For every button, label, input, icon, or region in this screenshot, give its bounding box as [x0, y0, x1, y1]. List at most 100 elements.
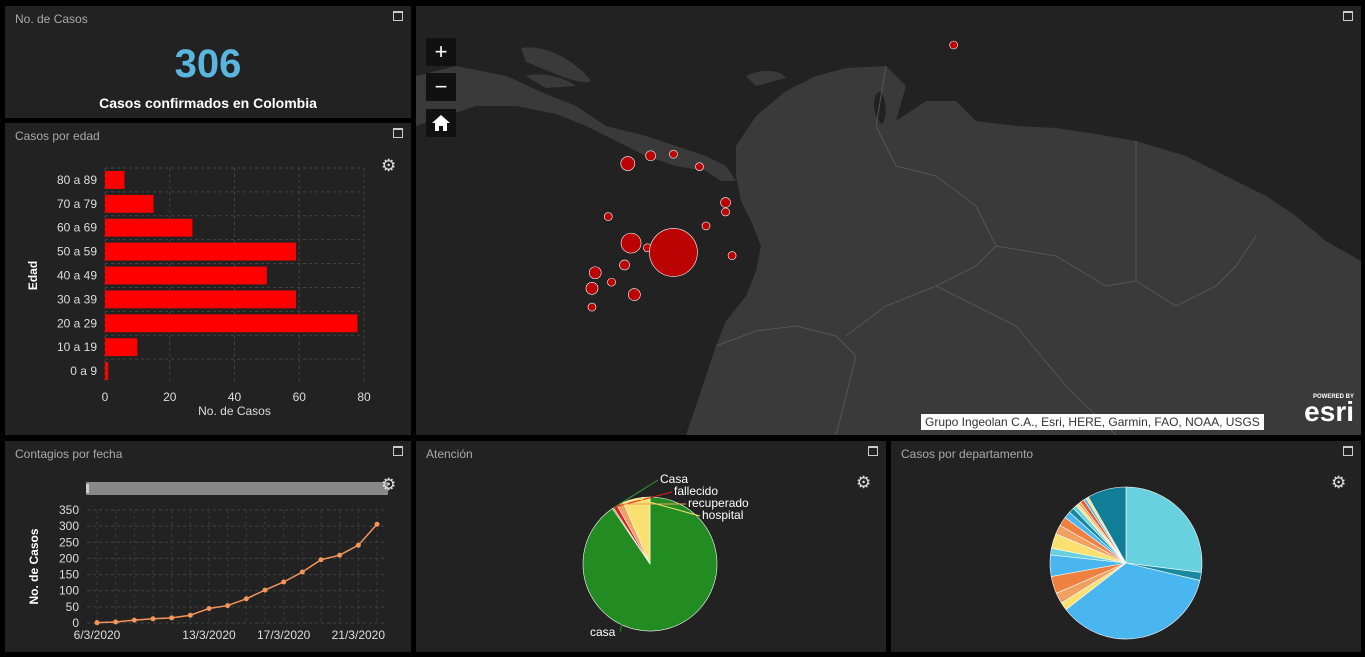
y-axis-label: No. de Casos	[27, 528, 41, 604]
case-point	[628, 288, 641, 301]
series-line	[96, 523, 378, 624]
data-point	[281, 579, 287, 585]
esri-logo-brand: esri	[1304, 396, 1354, 427]
x-tick-label: 20	[163, 390, 177, 404]
date-line-chart: 0 50 100 150 200 250 300 350 6/3/2020 13/3/2020 17…	[27, 503, 387, 642]
age-bar-chart: 0 20 40 60 80 0 a 9 10 a 19 20 a 29 30 a 39 40 a …	[26, 167, 371, 418]
slider-left-handle[interactable]	[86, 484, 89, 493]
x-tick-label: 13/3/2020	[182, 628, 236, 642]
y-tick-label: 40 a 49	[57, 269, 97, 283]
zoom-out-button[interactable]: −	[426, 73, 456, 101]
y-tick-label: 50 a 59	[57, 245, 97, 259]
pie-label: casa	[590, 625, 616, 639]
case-point	[619, 259, 630, 271]
case-point	[587, 302, 597, 312]
data-point	[94, 620, 100, 626]
y-tick-label: 10 a 19	[57, 340, 97, 354]
y-tick-label: 60 a 69	[57, 221, 97, 235]
case-points-layer	[585, 40, 958, 312]
y-tick-label: 150	[59, 568, 79, 582]
pie-slice	[1065, 562, 1201, 640]
bar	[105, 266, 267, 285]
leader-line	[636, 497, 701, 517]
map-canvas[interactable]	[416, 6, 1361, 435]
bar	[105, 194, 154, 213]
department-panel: Casos por departamento ⚙	[891, 441, 1361, 652]
esri-logo-powered: POWERED BY	[1312, 394, 1354, 400]
maximize-icon[interactable]	[393, 128, 403, 138]
department-title: Casos por departamento	[901, 447, 1034, 461]
age-chart-title: Casos por edad	[15, 129, 100, 143]
case-point	[620, 232, 642, 254]
gear-icon[interactable]: ⚙	[381, 156, 397, 175]
pie-label: recuperado	[688, 496, 749, 510]
case-count-caption: Casos confirmados en Colombia	[99, 95, 317, 111]
map-panel[interactable]: + − Grupo Ingeolan C.A., Esri, HERE, Gar…	[416, 6, 1361, 435]
maximize-icon[interactable]	[393, 446, 403, 456]
data-point	[131, 617, 137, 623]
data-point	[113, 619, 119, 625]
x-axis-label: No. de Casos	[198, 404, 271, 418]
data-point	[318, 557, 324, 563]
gear-icon[interactable]: ⚙	[381, 475, 397, 494]
land-central-america	[416, 66, 736, 181]
bar	[105, 314, 358, 333]
x-tick-label: 80	[357, 390, 371, 404]
case-point	[607, 277, 616, 287]
x-tick-label: 17/3/2020	[257, 628, 311, 642]
data-point	[337, 552, 343, 558]
gear-icon[interactable]: ⚙	[856, 473, 872, 492]
data-point	[225, 603, 231, 609]
esri-logo: POWERED BY esri	[1292, 394, 1354, 430]
data-point	[206, 605, 212, 611]
data-point	[187, 612, 193, 618]
y-tick-label: 100	[59, 584, 79, 598]
y-tick-label: 0 a 9	[70, 364, 97, 378]
case-point	[645, 150, 656, 162]
data-point	[243, 596, 249, 602]
data-point	[374, 521, 380, 527]
land-island	[521, 47, 591, 83]
y-tick-label: 0	[72, 616, 79, 630]
bar	[105, 218, 193, 237]
data-point	[299, 569, 305, 575]
data-point	[355, 542, 361, 548]
y-tick-label: 300	[59, 519, 79, 533]
case-count: 306	[174, 42, 242, 86]
maximize-icon[interactable]	[1343, 11, 1353, 21]
case-point	[949, 40, 958, 50]
pie-label: Casa	[660, 472, 688, 486]
data-point	[262, 587, 268, 593]
maximize-icon[interactable]	[393, 11, 403, 21]
x-tick-label: 21/3/2020	[332, 628, 386, 642]
land-island	[526, 74, 576, 88]
x-tick-label: 60	[293, 390, 307, 404]
zoom-in-button[interactable]: +	[426, 38, 456, 66]
gear-icon[interactable]: ⚙	[1331, 473, 1347, 492]
date-chart-title: Contagios por fecha	[15, 447, 123, 461]
bar	[105, 362, 109, 380]
maximize-icon[interactable]	[1343, 446, 1353, 456]
bar	[105, 338, 138, 357]
lake	[874, 91, 886, 124]
x-tick-label: 6/3/2020	[74, 628, 121, 642]
bar	[105, 171, 125, 189]
case-point	[649, 228, 698, 277]
age-chart-panel: Casos por edad ⚙ 0 20 40 60 80 0 a 9 10 a 19 20…	[5, 123, 411, 435]
date-range-slider[interactable]	[86, 482, 388, 495]
case-point	[720, 197, 731, 208]
pie-label: fallecido	[674, 484, 718, 498]
pie-slice	[1087, 486, 1127, 565]
case-point	[620, 156, 636, 171]
indicator-panel: No. de Casos 306 Casos confirmados en Co…	[5, 6, 411, 118]
indicator-title: No. de Casos	[15, 12, 88, 26]
y-tick-label: 350	[59, 503, 79, 517]
home-button[interactable]	[426, 109, 456, 137]
y-tick-label: 250	[59, 535, 79, 549]
maximize-icon[interactable]	[868, 446, 878, 456]
data-point	[169, 615, 175, 621]
date-chart-panel: Contagios por fecha ⚙ 0 50 100 150 200 250 300…	[5, 441, 411, 652]
case-point	[588, 266, 602, 280]
x-tick-label: 40	[228, 390, 242, 404]
